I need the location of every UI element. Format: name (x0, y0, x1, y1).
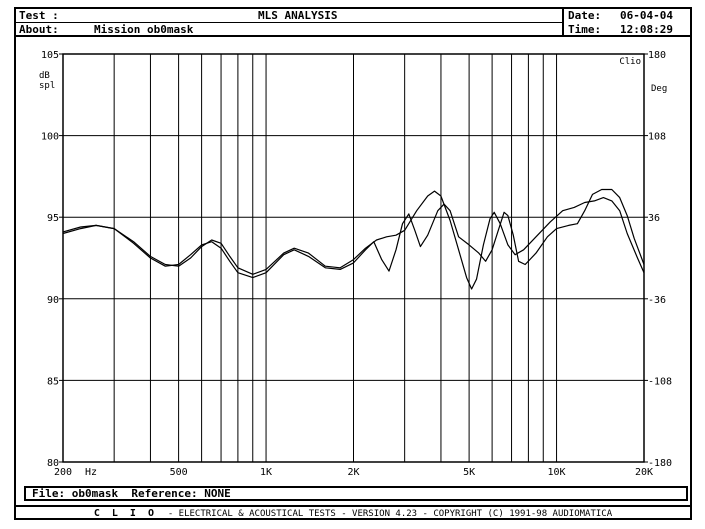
y2-tick-label: 108 (648, 132, 666, 143)
about-value: Mission ob0mask (94, 23, 194, 36)
chart-header-title: MLS ANALYSIS (258, 9, 338, 22)
time-value: 12:08:29 (620, 23, 673, 36)
y-tick-label: 80 (47, 458, 59, 469)
corner-logo-text: Clio (619, 57, 641, 67)
copyright-text: - ELECTRICAL & ACOUSTICAL TESTS - VERSIO… (167, 509, 613, 519)
x-tick-label: 2K (347, 467, 359, 478)
about-label: About: (19, 23, 59, 36)
y-tick-label: 100 (41, 132, 59, 143)
y2-unit-label: Deg (651, 84, 667, 94)
x-tick-label: 5K (463, 467, 475, 478)
copyright-bar: C L I O - ELECTRICAL & ACOUSTICAL TESTS … (14, 505, 692, 520)
x-tick-label: 200 (54, 467, 72, 478)
header-row-divider (16, 22, 562, 23)
x-unit-label: Hz (85, 467, 97, 478)
y-unit-label: spl (39, 81, 55, 91)
reference-label: Reference: (131, 487, 198, 500)
x-tick-label: 500 (170, 467, 188, 478)
reference-value: NONE (204, 487, 231, 500)
y2-tick-label: -180 (648, 458, 672, 469)
file-value: ob0mask (71, 487, 119, 500)
header-divider (562, 9, 564, 35)
file-label: File: (32, 487, 66, 500)
response-curve-1 (62, 190, 645, 290)
y2-tick-label: 36 (648, 213, 660, 224)
x-tick-label: 1K (260, 467, 272, 478)
test-label: Test : (19, 9, 59, 22)
curves (62, 188, 645, 290)
y-tick-label: 90 (47, 295, 59, 306)
y2-tick-label: -36 (648, 295, 666, 306)
response-curve-2 (62, 188, 645, 279)
x-tick-label: 10K (548, 467, 566, 478)
y2-tick-label: -108 (648, 376, 672, 387)
date-label: Date: (568, 9, 602, 22)
axis-labels: 80 85 90 95 100 105 -180 -108 -36 36 108 180 200 500 1… (39, 50, 672, 478)
date-value: 06-04-04 (620, 9, 673, 22)
y-tick-label: 105 (41, 50, 59, 61)
y-tick-label: 95 (47, 213, 59, 224)
y2-tick-label: 180 (648, 50, 666, 61)
time-label: Time: (568, 23, 602, 36)
plot-border (62, 53, 645, 463)
y-tick-label: 85 (47, 376, 59, 387)
outer-frame (14, 7, 692, 520)
y-unit-label: dB (39, 71, 50, 81)
x-tick-label: 20K (635, 467, 653, 478)
file-info-bar: File: ob0mask Reference: NONE (24, 486, 688, 501)
brand-name: C L I O (93, 508, 157, 519)
